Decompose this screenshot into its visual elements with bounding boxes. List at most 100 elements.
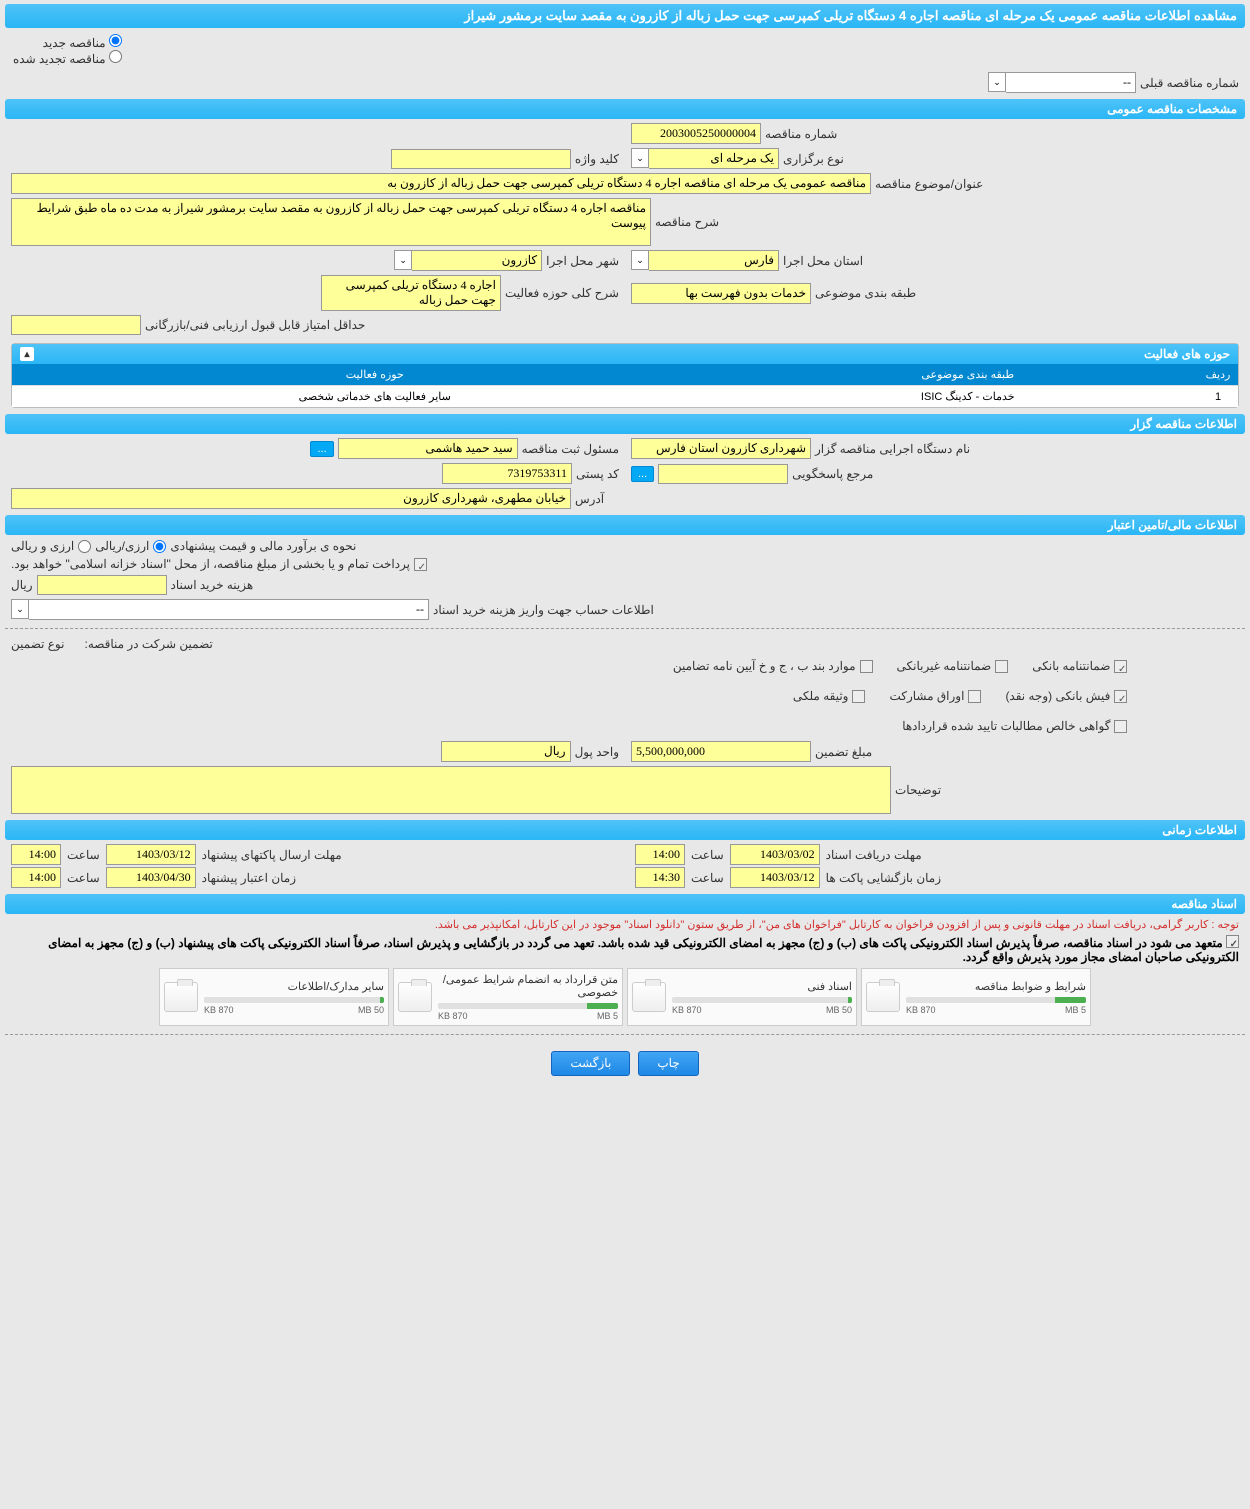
prev-number-select[interactable]: -- <box>1006 72 1136 93</box>
chk-net-claims-label: گواهی خالص مطالبات تایید شده قراردادها <box>902 719 1110 733</box>
min-score-field[interactable] <box>11 315 141 335</box>
chk-cases-label: موارد بند ب ، ج و خ آیین نامه تضامین <box>673 659 856 673</box>
keyword-field[interactable] <box>391 149 571 169</box>
guarantee-amount-field: 5,500,000,000 <box>631 741 811 762</box>
doc-card[interactable]: اسناد فنی 50 MB870 KB <box>627 968 857 1026</box>
address-field: خیابان مطهری، شهرداری کازرون <box>11 488 571 509</box>
notice-download: توجه : کاربر گرامی، دریافت اسناد در مهلت… <box>5 916 1245 933</box>
folder-icon <box>632 982 666 1012</box>
rial-unit: ریال <box>11 578 33 592</box>
foreign-rial-label: ارزی و ریالی <box>11 539 74 553</box>
guarantee-in-label: تضمین شرکت در مناقصه: <box>84 637 212 651</box>
account-select[interactable]: -- <box>29 599 429 620</box>
chk-bank-guarantee-label: ضمانتنامه بانکی <box>1032 659 1110 673</box>
validity-label: زمان اعتبار پیشنهاد <box>202 871 296 885</box>
hour-label: ساعت <box>691 848 724 862</box>
chevron-down-icon[interactable]: ⌄ <box>11 599 29 619</box>
doc-title: شرایط و ضوابط مناقصه <box>906 980 1086 993</box>
chevron-down-icon[interactable]: ⌄ <box>988 72 1006 92</box>
rial-radio[interactable] <box>153 540 166 553</box>
section-time-info: اطلاعات زمانی <box>5 820 1245 840</box>
activity-scope-label: شرح کلی حوزه فعالیت <box>505 286 619 300</box>
exec-label: نام دستگاه اجرایی مناقصه گزار <box>815 442 970 456</box>
doc-title: اسناد فنی <box>672 980 852 993</box>
validity-date-field: 1403/04/30 <box>106 867 196 888</box>
city-label: شهر محل اجرا <box>546 254 619 268</box>
doc-cost-label: هزینه خرید اسناد <box>171 578 254 592</box>
address-label: آدرس <box>575 492 604 506</box>
section-general-spec: مشخصات مناقصه عمومی <box>5 99 1245 119</box>
section-tender-docs: اسناد مناقصه <box>5 894 1245 914</box>
treasury-checkbox <box>414 558 427 571</box>
response-ref-label: مرجع پاسخگویی <box>792 467 873 481</box>
response-ref-field[interactable] <box>658 464 788 484</box>
subject-class-field: خدمات بدون فهرست بها <box>631 283 811 304</box>
renewed-tender-label: مناقصه تجدید شده <box>13 52 106 66</box>
lookup-button[interactable]: ... <box>631 466 654 482</box>
doc-card[interactable]: متن قرارداد به انضمام شرایط عمومی/خصوصی … <box>393 968 623 1026</box>
receive-deadline-label: مهلت دریافت اسناد <box>826 848 922 862</box>
commitment-checkbox <box>1226 935 1239 948</box>
estimate-label: نحوه ی برآورد مالی و قیمت پیشنهادی <box>170 539 356 553</box>
doc-cap: 5 MB <box>597 1011 618 1021</box>
doc-card[interactable]: سایر مدارک/اطلاعات 50 MB870 KB <box>159 968 389 1026</box>
col-class: طبقه بندی موضوعی <box>738 364 1198 386</box>
postal-field: 7319753311 <box>442 463 572 484</box>
collapse-icon[interactable]: ▴ <box>20 347 34 361</box>
chk-bank-guarantee <box>1114 660 1127 673</box>
renewed-tender-radio[interactable] <box>109 50 122 63</box>
back-button[interactable]: بازگشت <box>551 1051 630 1076</box>
activity-table: ردیف طبقه بندی موضوعی حوزه فعالیت 1 خدما… <box>12 364 1238 407</box>
guarantee-type-label: نوع تضمین <box>11 637 64 651</box>
desc-field[interactable]: مناقصه اجاره 4 دستگاه تریلی کمپرسی جهت ح… <box>11 198 651 246</box>
currency-unit-field: ریال <box>441 741 571 762</box>
doc-card[interactable]: شرایط و ضوابط مناقصه 5 MB870 KB <box>861 968 1091 1026</box>
city-select[interactable]: کازرون <box>412 250 542 271</box>
new-tender-radio[interactable] <box>109 34 122 47</box>
hour-label: ساعت <box>67 848 100 862</box>
rial-label: ارزی/ریالی <box>95 539 149 553</box>
more-button[interactable]: ... <box>310 441 333 457</box>
chevron-down-icon[interactable]: ⌄ <box>631 250 649 270</box>
exec-field: شهرداری کازرون استان فارس <box>631 438 811 459</box>
receive-date-field: 1403/03/02 <box>730 844 820 865</box>
notes-field[interactable] <box>11 766 891 814</box>
send-time-field: 14:00 <box>11 844 61 865</box>
activity-fields-header: حوزه های فعالیت <box>1144 347 1230 361</box>
doc-title: سایر مدارک/اطلاعات <box>204 980 384 993</box>
subject-field[interactable]: مناقصه عمومی یک مرحله ای مناقصه اجاره 4 … <box>11 173 871 194</box>
account-label: اطلاعات حساب جهت واریز هزینه خرید اسناد <box>433 603 654 617</box>
chevron-down-icon[interactable]: ⌄ <box>394 250 412 270</box>
section-financial-info: اطلاعات مالی/تامین اعتبار <box>5 515 1245 535</box>
new-tender-label: مناقصه جدید <box>43 36 106 50</box>
send-deadline-label: مهلت ارسال پاکتهای پیشنهاد <box>202 848 342 862</box>
chk-bank-receipt-label: فیش بانکی (وجه نقد) <box>1005 689 1110 703</box>
print-button[interactable]: چاپ <box>638 1051 698 1076</box>
send-date-field: 1403/03/12 <box>106 844 196 865</box>
payment-note: پرداخت تمام و یا بخشی از مبلغ مناقصه، از… <box>11 557 410 571</box>
province-select[interactable]: فارس <box>649 250 779 271</box>
open-time-field: 14:30 <box>635 867 685 888</box>
postal-label: کد پستی <box>576 467 619 481</box>
open-time-label: زمان بازگشایی پاکت ها <box>826 871 941 885</box>
page-title: مشاهده اطلاعات مناقصه عمومی یک مرحله ای … <box>5 4 1245 28</box>
cell-field: سایر فعالیت های خدماتی شخصی <box>12 386 738 408</box>
doc-size: 870 KB <box>204 1005 234 1015</box>
notes-label: توضیحات <box>895 783 941 797</box>
doc-size: 870 KB <box>906 1005 936 1015</box>
currency-unit-label: واحد پول <box>575 745 619 759</box>
activity-scope-field: اجاره 4 دستگاه تریلی کمپرسی جهت حمل زبال… <box>321 275 501 311</box>
chk-nonbank-guarantee-label: ضمانتنامه غیربانکی <box>897 659 992 673</box>
holding-type-select[interactable]: یک مرحله ای <box>649 148 779 169</box>
table-row: 1 خدمات - کدینگ ISIC سایر فعالیت های خدم… <box>12 386 1238 408</box>
section-tenderer-info: اطلاعات مناقصه گزار <box>5 414 1245 434</box>
foreign-rial-radio[interactable] <box>78 540 91 553</box>
doc-progress <box>204 997 384 1003</box>
doc-cost-field[interactable] <box>37 575 167 595</box>
doc-cap: 50 MB <box>826 1005 852 1015</box>
keyword-label: کلید واژه <box>575 152 619 166</box>
chk-participation-label: اوراق مشارکت <box>889 689 964 703</box>
chevron-down-icon[interactable]: ⌄ <box>631 148 649 168</box>
folder-icon <box>164 982 198 1012</box>
doc-progress <box>906 997 1086 1003</box>
